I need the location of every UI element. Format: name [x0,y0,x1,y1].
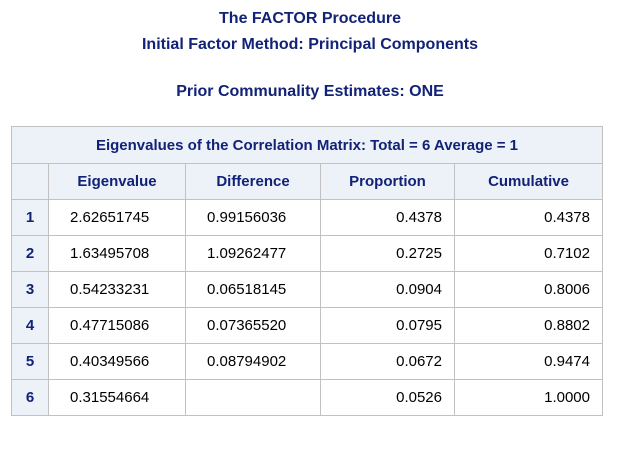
procedure-title: The FACTOR Procedure [219,10,401,27]
row-number: 3 [11,271,49,308]
row-number: 1 [11,199,49,236]
header-corner [11,163,49,200]
table-row: 4 0.47715086 0.07365520 0.0795 0.8802 [11,307,603,344]
proportion-cell: 0.4378 [320,199,455,236]
table-row: 6 0.31554664 0.0526 1.0000 [11,379,603,416]
difference-cell: 0.99156036 [185,199,321,236]
difference-cell: 1.09262477 [185,235,321,272]
proportion-cell: 0.0526 [320,379,455,416]
proportion-cell: 0.2725 [320,235,455,272]
difference-cell: 0.06518145 [185,271,321,308]
proportion-cell: 0.0672 [320,343,455,380]
cumulative-cell: 1.0000 [454,379,603,416]
eigenvalue-cell: 0.40349566 [48,343,186,380]
table-caption-row: Eigenvalues of the Correlation Matrix: T… [11,126,603,164]
prior-communality-title: Prior Communality Estimates: ONE [176,83,444,100]
difference-cell: 0.08794902 [185,343,321,380]
header-proportion: Proportion [320,163,455,200]
eigenvalue-cell: 1.63495708 [48,235,186,272]
proportion-cell: 0.0904 [320,271,455,308]
cumulative-cell: 0.8006 [454,271,603,308]
eigenvalues-table: Eigenvalues of the Correlation Matrix: T… [11,126,603,416]
table-row: 3 0.54233231 0.06518145 0.0904 0.8006 [11,271,603,308]
table-row: 2 1.63495708 1.09262477 0.2725 0.7102 [11,235,603,272]
eigenvalue-cell: 0.54233231 [48,271,186,308]
cumulative-cell: 0.9474 [454,343,603,380]
header-eigenvalue: Eigenvalue [48,163,186,200]
eigenvalue-cell: 0.31554664 [48,379,186,416]
header-difference: Difference [185,163,321,200]
table-caption: Eigenvalues of the Correlation Matrix: T… [11,126,603,164]
cumulative-cell: 0.8802 [454,307,603,344]
proportion-cell: 0.0795 [320,307,455,344]
eigenvalue-cell: 2.62651745 [48,199,186,236]
eigenvalue-cell: 0.47715086 [48,307,186,344]
eigenvalues-table-container: Eigenvalues of the Correlation Matrix: T… [11,126,603,416]
table-row: 1 2.62651745 0.99156036 0.4378 0.4378 [11,199,603,236]
cumulative-cell: 0.4378 [454,199,603,236]
row-number: 6 [11,379,49,416]
header-cumulative: Cumulative [454,163,603,200]
cumulative-cell: 0.7102 [454,235,603,272]
row-number: 5 [11,343,49,380]
method-title: Initial Factor Method: Principal Compone… [141,36,478,53]
table-header-row: Eigenvalue Difference Proportion Cumulat… [11,163,603,200]
row-number: 2 [11,235,49,272]
table-row: 5 0.40349566 0.08794902 0.0672 0.9474 [11,343,603,380]
difference-cell: 0.07365520 [185,307,321,344]
row-number: 4 [11,307,49,344]
difference-cell [185,379,321,416]
